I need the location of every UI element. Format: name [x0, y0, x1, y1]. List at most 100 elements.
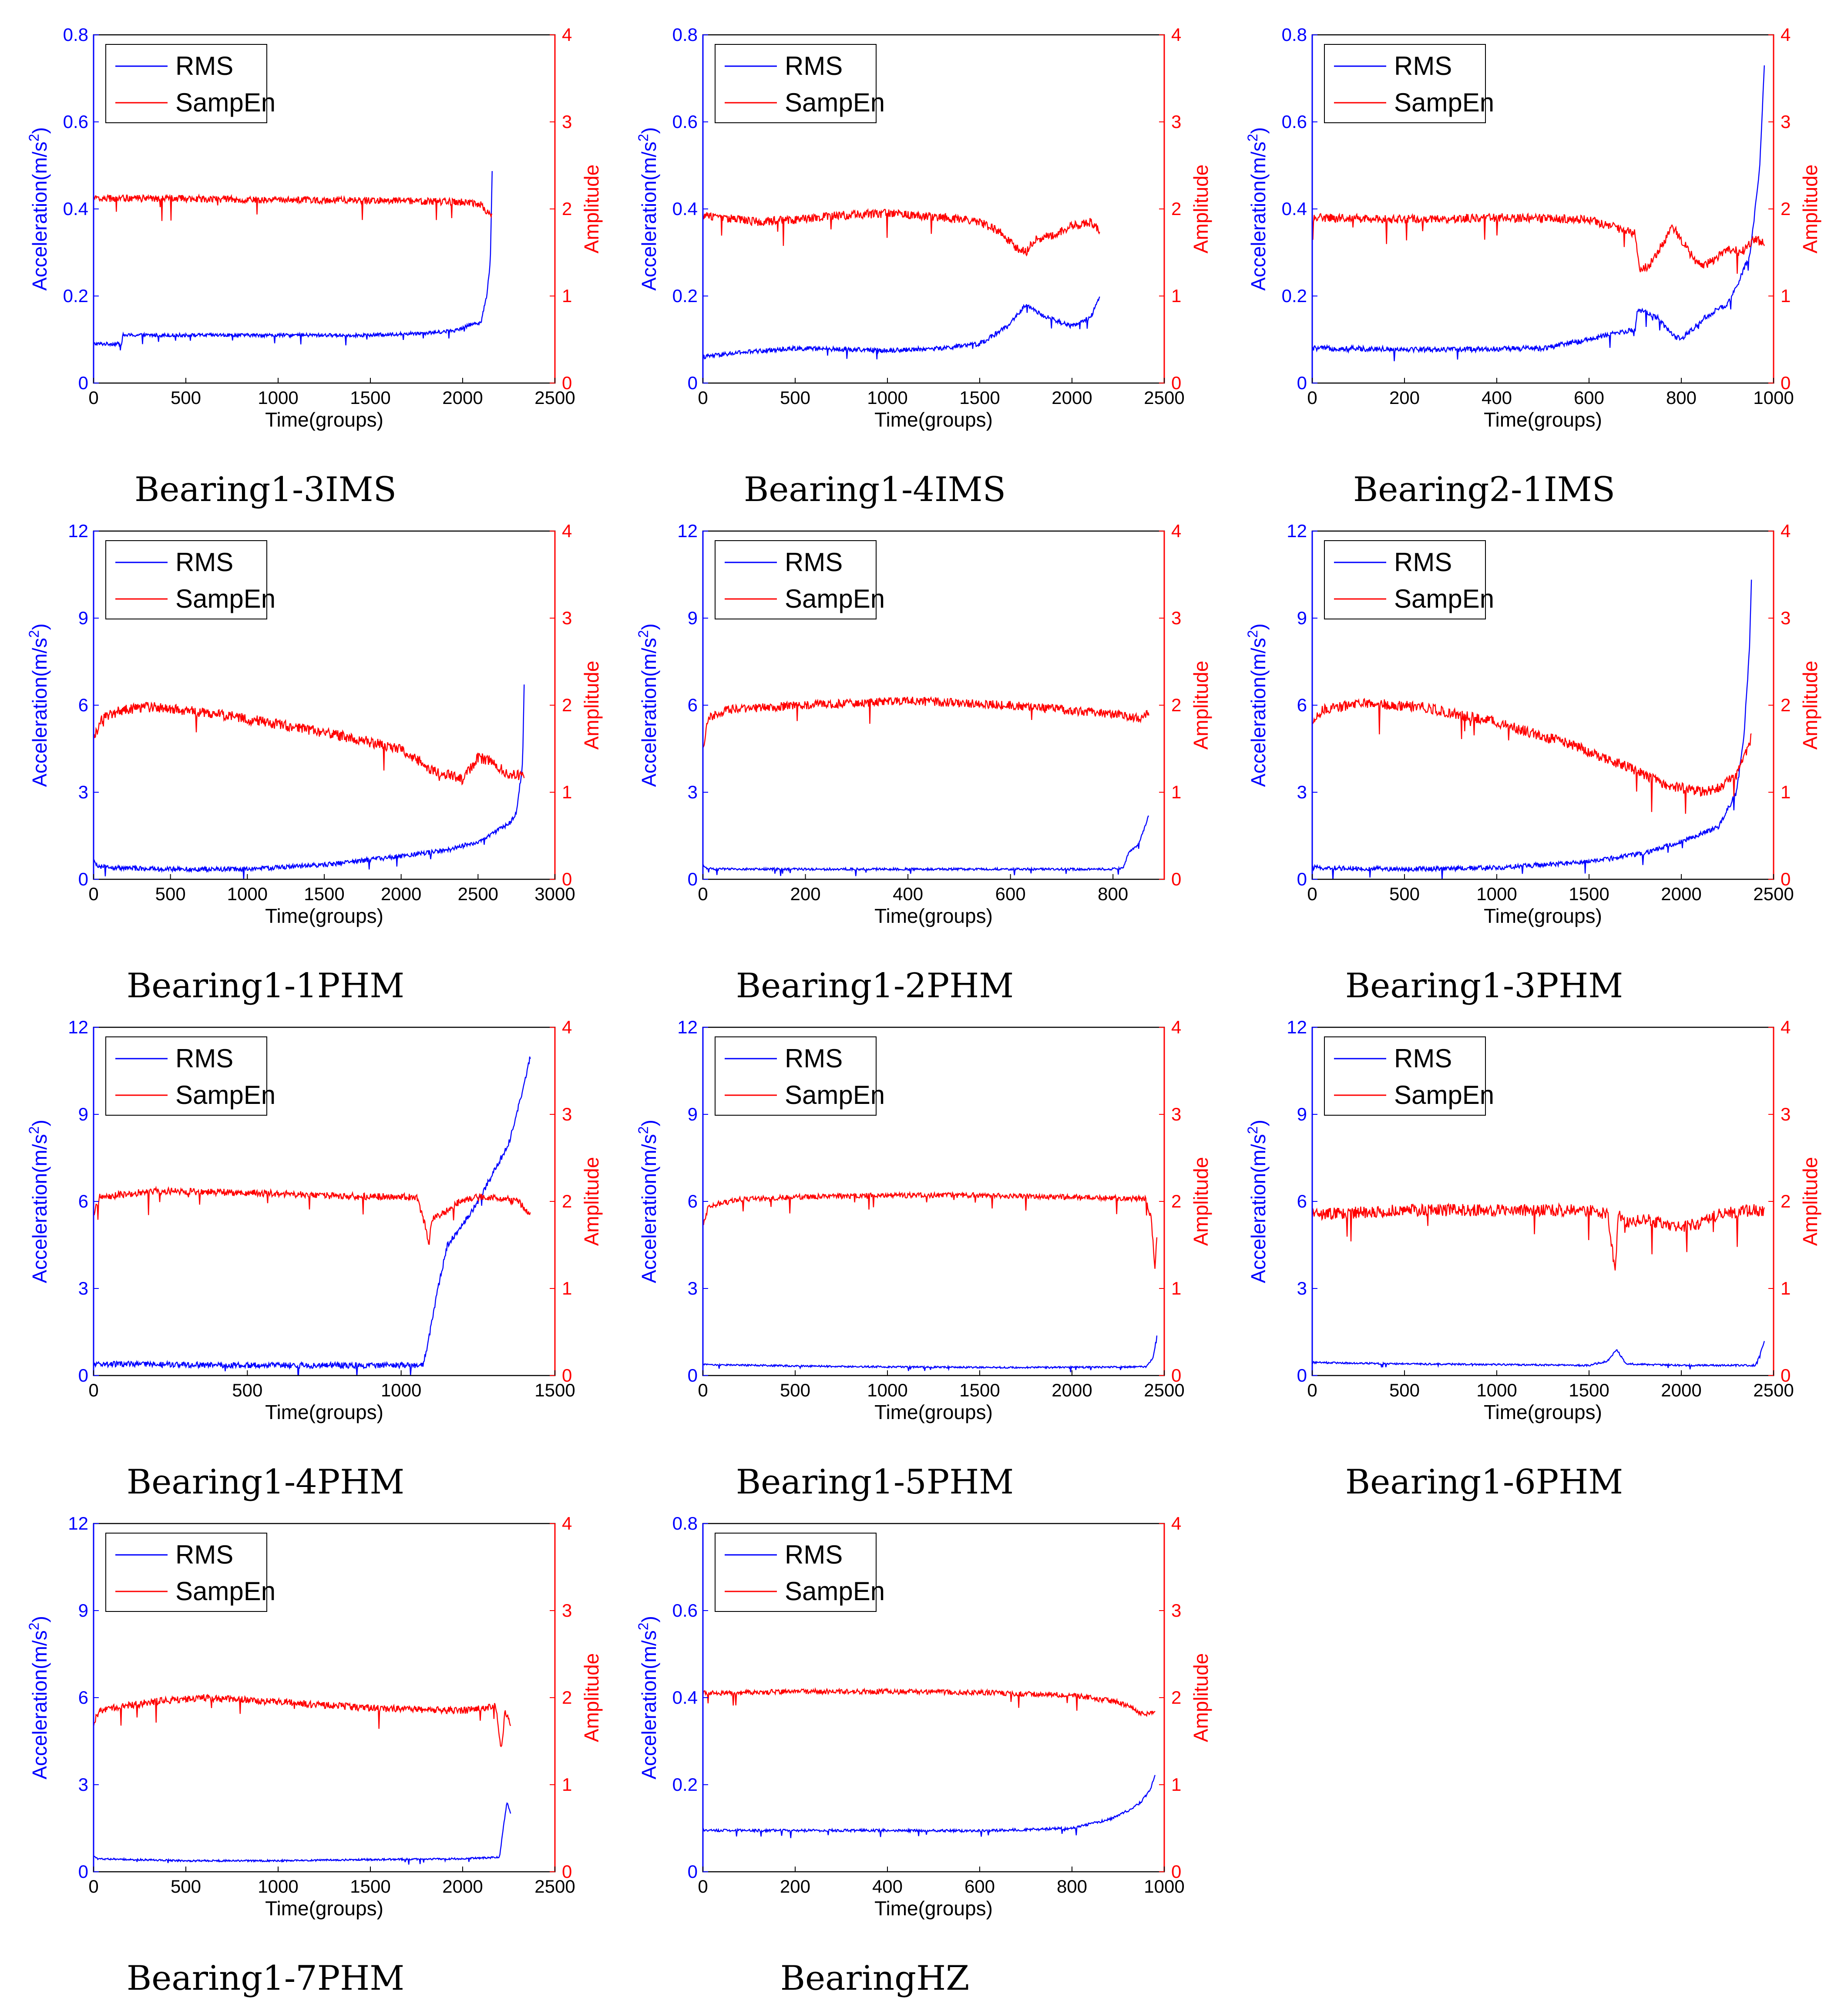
- right-tick-label: 4: [1781, 1017, 1791, 1037]
- legend-rms-label: RMS: [785, 51, 843, 81]
- left-tick-label: 3: [78, 782, 88, 802]
- right-tick-label: 3: [1781, 608, 1791, 628]
- x-tick-label: 600: [995, 884, 1026, 904]
- right-tick-label: 2: [1781, 695, 1791, 715]
- rms-series-line: [94, 1056, 531, 1376]
- chart-panel: 0 500 1000 1500 2000 2500 0 3 6 9 12 0 1 2 3 4 Time(grou…: [635, 1010, 1227, 1502]
- right-y-axis-label: Amplitude: [1799, 165, 1821, 254]
- x-tick-label: 0: [88, 387, 98, 408]
- left-y-axis-label: Acceleration(m/s2): [26, 1616, 51, 1779]
- left-tick-label: 9: [1297, 608, 1307, 628]
- legend-sampen-label: SampEn: [175, 584, 276, 613]
- right-tick-label: 2: [1171, 198, 1181, 219]
- right-tick-label: 3: [1781, 111, 1791, 132]
- chart-panel: 0 500 1000 1500 0 3 6 9 12 0 1 2 3 4 Time(groups) Accel…: [26, 1010, 618, 1502]
- rms-series-line: [703, 296, 1100, 362]
- x-tick-label: 600: [964, 1876, 995, 1897]
- left-tick-label: 0.2: [672, 286, 698, 306]
- x-tick-label: 800: [1098, 884, 1128, 904]
- legend-sampen-label: SampEn: [785, 584, 885, 613]
- x-tick-label: 600: [1574, 387, 1604, 408]
- x-tick-label: 500: [171, 387, 201, 408]
- x-tick-label: 500: [155, 884, 186, 904]
- legend-sampen-label: SampEn: [175, 1577, 276, 1606]
- chart-panel: 0 200 400 600 800 1000 0 0.2 0.4 0.6 0.8 0 1 2 3 4 Time(…: [635, 1506, 1227, 1998]
- x-tick-label: 1500: [1569, 884, 1609, 904]
- legend-rms-label: RMS: [1394, 1044, 1452, 1073]
- sampen-series-line: [1312, 212, 1765, 274]
- x-tick-label: 400: [893, 884, 923, 904]
- chart-panel: 0 500 1000 1500 2000 2500 0 3 6 9 12 0 1 2 3 4 Time(grou…: [1245, 1010, 1837, 1502]
- right-tick-label: 3: [1171, 608, 1181, 628]
- x-tick-label: 1000: [1753, 387, 1794, 408]
- left-tick-label: 0.6: [1282, 111, 1307, 132]
- left-tick-label: 0.4: [672, 198, 698, 219]
- legend-rms-label: RMS: [785, 548, 843, 577]
- panel-caption: Bearing1-7PHM: [126, 1959, 405, 1998]
- left-y-axis-label: Acceleration(m/s2): [26, 623, 51, 787]
- x-tick-label: 1000: [258, 387, 298, 408]
- x-tick-label: 2500: [534, 387, 575, 408]
- left-tick-label: 12: [68, 521, 88, 541]
- x-tick-label: 2500: [1753, 1380, 1794, 1400]
- sampen-series-line: [703, 696, 1149, 748]
- x-tick-label: 0: [698, 884, 708, 904]
- left-tick-label: 3: [688, 1278, 698, 1298]
- chart-svg: 0 500 1000 1500 2000 250003691201234Time(grou…: [1245, 521, 1821, 927]
- left-tick-label: 0.4: [1282, 198, 1307, 219]
- legend: RMS SampEn: [715, 540, 885, 619]
- x-tick-label: 500: [780, 387, 810, 408]
- x-axis-label: Time(groups): [874, 1401, 993, 1423]
- rms-series-line: [703, 1335, 1158, 1372]
- chart-panel: 0 500 1000 1500 2000 2500 0 3 6 9 12 0 1 2 3 4 Time(grou…: [26, 1506, 618, 1998]
- x-axis-label: Time(groups): [265, 1897, 383, 1920]
- x-tick-label: 1000: [1476, 1380, 1517, 1400]
- right-tick-label: 4: [1781, 24, 1791, 45]
- x-tick-label: 0: [1307, 884, 1317, 904]
- right-tick-label: 3: [1171, 1104, 1181, 1124]
- left-tick-label: 3: [78, 1278, 88, 1298]
- x-tick-label: 0: [698, 1876, 708, 1897]
- panel-caption: Bearing2-1IMS: [1353, 470, 1616, 509]
- legend-sampen-label: SampEn: [1394, 1080, 1494, 1110]
- chart-svg: 0 500 1000 150003691201234Time(groups)Accel…: [26, 1017, 603, 1423]
- legend-sampen-label: SampEn: [1394, 584, 1494, 613]
- right-tick-label: 3: [562, 608, 572, 628]
- chart-panel: 0 200 400 600 800 0 3 6 9 12 0 1 2 3 4 Time(groups) Acce…: [635, 514, 1227, 1006]
- right-tick-label: 1: [1781, 782, 1791, 802]
- rms-series-line: [94, 684, 525, 879]
- legend: RMS SampEn: [1324, 540, 1494, 619]
- chart-panel: 0 200 400 600 800 1000 0 0.2 0.4 0.6 0.8 0 1 2 3 4 Time(…: [1245, 17, 1837, 509]
- left-tick-label: 12: [1287, 521, 1307, 541]
- right-tick-label: 2: [1171, 1191, 1181, 1211]
- left-tick-label: 6: [688, 1191, 698, 1211]
- right-y-axis-label: Amplitude: [580, 1157, 603, 1246]
- right-tick-label: 4: [562, 24, 572, 45]
- x-tick-label: 500: [780, 1380, 810, 1400]
- left-tick-label: 9: [688, 1104, 698, 1124]
- right-tick-label: 0: [1171, 1365, 1181, 1386]
- left-tick-label: 0: [78, 869, 88, 889]
- x-tick-label: 2000: [1661, 884, 1701, 904]
- left-tick-label: 12: [68, 1513, 88, 1534]
- panel-caption: Bearing1-1PHM: [126, 966, 405, 1006]
- right-y-axis-label: Amplitude: [1189, 165, 1212, 254]
- x-axis-label: Time(groups): [265, 905, 383, 927]
- right-tick-label: 0: [562, 1861, 572, 1882]
- x-tick-label: 2000: [1052, 387, 1092, 408]
- right-tick-label: 0: [1171, 373, 1181, 393]
- sampen-series-line: [703, 208, 1100, 257]
- left-tick-label: 3: [1297, 782, 1307, 802]
- legend-rms-label: RMS: [785, 1540, 843, 1569]
- sampen-series-line: [94, 1185, 531, 1245]
- left-tick-label: 0: [1297, 1365, 1307, 1386]
- legend-box: [1324, 540, 1486, 619]
- legend-rms-label: RMS: [175, 51, 233, 81]
- x-axis-label: Time(groups): [1484, 408, 1602, 431]
- right-y-axis-label: Amplitude: [1189, 1157, 1212, 1246]
- sampen-series-line: [94, 701, 525, 786]
- left-tick-label: 0.6: [672, 1600, 698, 1621]
- legend: RMS SampEn: [715, 44, 885, 123]
- right-y-axis-label: Amplitude: [1189, 661, 1212, 750]
- x-tick-label: 2500: [1144, 1380, 1184, 1400]
